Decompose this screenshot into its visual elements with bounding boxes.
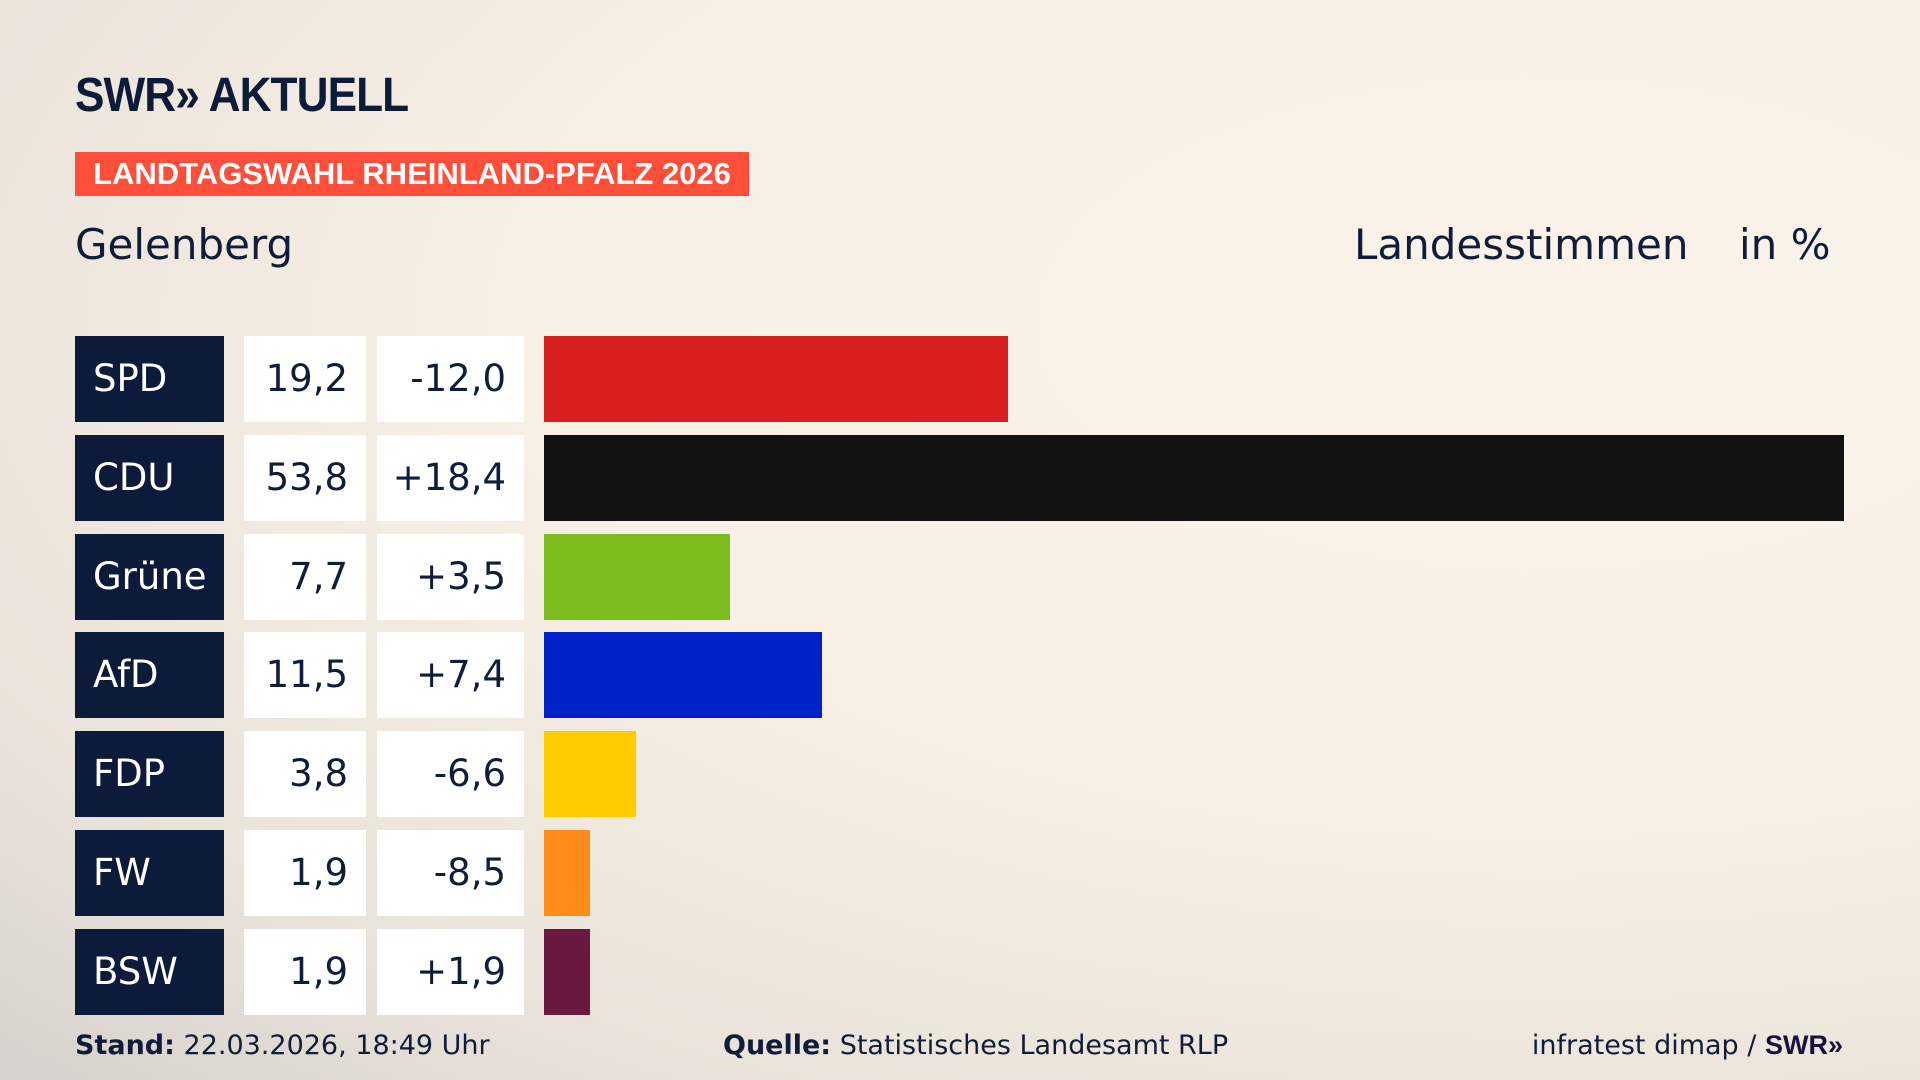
- party-label: BSW: [75, 928, 224, 1015]
- credit-text: infratest dimap /: [1531, 1030, 1757, 1061]
- source-value: Statistisches Landesamt RLP: [839, 1030, 1229, 1061]
- source: Quelle: Statistisches Landesamt RLP: [723, 1030, 1228, 1061]
- swr-aktuell-logo: SWR» AKTUELL: [75, 69, 409, 122]
- bar-grüne: [544, 533, 731, 620]
- value-label: 1,9: [244, 830, 366, 916]
- value-label: 1,9: [244, 928, 366, 1015]
- value-label: 53,8: [244, 434, 366, 521]
- unit-label: in %: [1739, 220, 1831, 269]
- bar-cdu: [544, 434, 1844, 521]
- stand-value: 22.03.2026, 18:49 Uhr: [183, 1030, 490, 1061]
- source-label: Quelle:: [723, 1030, 832, 1061]
- diff-label: +18,4: [377, 434, 524, 521]
- bar-afd: [544, 632, 822, 719]
- diff-label: +7,4: [377, 632, 524, 719]
- diff-label: -6,6: [377, 731, 524, 818]
- timestamp: Stand: 22.03.2026, 18:49 Uhr: [75, 1030, 490, 1061]
- bar-fdp: [544, 731, 636, 818]
- party-label: AfD: [75, 632, 224, 719]
- value-label: 7,7: [244, 533, 366, 620]
- party-label: SPD: [75, 336, 224, 422]
- diff-label: -8,5: [377, 830, 524, 916]
- credit: infratest dimap / SWR»: [1532, 1030, 1843, 1061]
- bar-spd: [544, 336, 1008, 422]
- party-label: FDP: [75, 731, 224, 818]
- stand-label: Stand:: [75, 1030, 175, 1061]
- region-title: Gelenberg: [75, 220, 294, 269]
- value-label: 11,5: [244, 632, 366, 719]
- metric-label: Landesstimmen: [1354, 220, 1689, 269]
- bar-fw: [544, 830, 590, 916]
- diff-label: -12,0: [377, 336, 524, 422]
- bar-bsw: [544, 928, 590, 1015]
- diff-label: +3,5: [377, 533, 524, 620]
- party-label: FW: [75, 830, 224, 916]
- party-label: CDU: [75, 434, 224, 521]
- diff-label: +1,9: [377, 928, 524, 1015]
- party-label: Grüne: [75, 533, 224, 620]
- value-label: 3,8: [244, 731, 366, 818]
- swr-logo: SWR»: [1764, 1030, 1843, 1060]
- election-banner: LANDTAGSWAHL RHEINLAND-PFALZ 2026: [75, 152, 749, 196]
- value-label: 19,2: [244, 336, 366, 422]
